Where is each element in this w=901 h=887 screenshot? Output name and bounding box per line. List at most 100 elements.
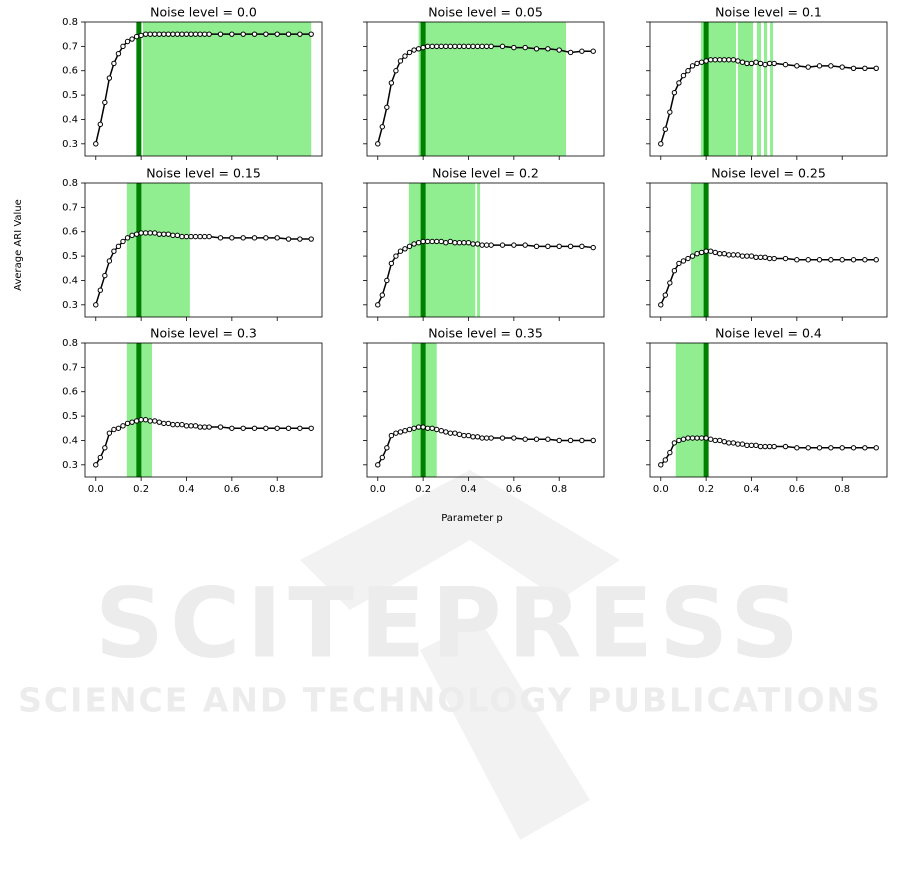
data-point bbox=[730, 440, 737, 446]
data-point bbox=[579, 48, 585, 54]
data-point bbox=[522, 44, 528, 51]
data-point bbox=[397, 248, 404, 254]
data-point bbox=[465, 43, 472, 50]
data-point bbox=[862, 65, 868, 71]
data-point bbox=[206, 424, 212, 430]
data-point bbox=[556, 243, 562, 250]
subplot: 0.0 0.2 0.4 0.6 0.8 Noise level = 0.35 bbox=[363, 326, 605, 495]
data-point bbox=[129, 232, 135, 239]
data-point bbox=[443, 43, 449, 50]
subplot: 0.0 0.2 0.4 0.6 0.8 Noise level = 0.4 bbox=[646, 326, 888, 495]
data-point bbox=[465, 239, 472, 246]
data-point bbox=[406, 426, 413, 433]
highlight-span bbox=[737, 22, 754, 156]
data-point bbox=[217, 31, 224, 37]
data-point bbox=[415, 239, 422, 246]
data-point bbox=[685, 255, 691, 262]
data-point bbox=[703, 435, 709, 441]
data-point bbox=[828, 445, 834, 451]
data-point bbox=[771, 443, 777, 450]
data-point bbox=[739, 59, 746, 65]
data-point bbox=[263, 425, 269, 431]
data-point bbox=[850, 257, 857, 263]
axes-frame bbox=[649, 342, 888, 478]
data-point bbox=[384, 445, 390, 451]
data-point bbox=[579, 437, 585, 444]
data-point bbox=[434, 426, 440, 433]
data-point bbox=[680, 72, 687, 79]
data-point bbox=[499, 43, 506, 50]
data-point bbox=[393, 68, 399, 74]
data-point bbox=[375, 141, 381, 147]
data-point bbox=[379, 124, 386, 130]
data-point bbox=[730, 57, 737, 63]
data-point bbox=[676, 260, 682, 267]
data-point bbox=[183, 31, 190, 37]
data-point bbox=[782, 255, 789, 262]
data-point bbox=[156, 231, 162, 237]
data-point bbox=[120, 423, 126, 429]
data-point bbox=[206, 31, 212, 37]
data-point bbox=[533, 243, 540, 250]
axes-frame bbox=[649, 21, 888, 157]
data-point bbox=[748, 60, 755, 67]
data-point bbox=[415, 46, 422, 52]
data-point bbox=[142, 31, 149, 37]
data-point bbox=[217, 235, 224, 241]
data-point bbox=[712, 437, 718, 444]
data-point bbox=[206, 233, 212, 240]
data-point bbox=[411, 47, 417, 53]
data-point bbox=[545, 436, 551, 442]
subplot-title: Noise level = 0.0 bbox=[150, 5, 257, 20]
y-tick-label: 0.6 bbox=[62, 227, 78, 238]
data-point bbox=[766, 60, 773, 67]
data-point bbox=[816, 445, 823, 451]
data-point bbox=[124, 235, 131, 241]
data-point bbox=[816, 257, 823, 263]
data-point bbox=[197, 233, 203, 240]
data-point bbox=[229, 235, 235, 241]
x-tick-label: 0.6 bbox=[789, 484, 805, 495]
subplot-title: Noise level = 0.25 bbox=[711, 166, 826, 181]
data-point bbox=[771, 60, 777, 67]
data-point bbox=[873, 65, 879, 71]
x-tick-label: 0.8 bbox=[834, 484, 850, 495]
data-point bbox=[873, 445, 879, 451]
y-tick-label: 0.5 bbox=[62, 411, 78, 422]
data-point bbox=[120, 43, 126, 50]
data-point bbox=[397, 58, 404, 64]
data-point bbox=[152, 418, 158, 424]
subplot: 0.3 0.4 0.5 0.6 0.7 0.8 Noise level = 0.15 bbox=[62, 166, 323, 321]
subplot-title: Noise level = 0.35 bbox=[428, 326, 543, 341]
data-point bbox=[274, 425, 280, 431]
data-point bbox=[379, 454, 386, 461]
data-point bbox=[161, 231, 167, 237]
data-point bbox=[680, 258, 687, 264]
data-point bbox=[712, 57, 718, 63]
data-point bbox=[782, 61, 789, 68]
x-tick-label: 0.0 bbox=[370, 484, 386, 495]
data-point bbox=[161, 31, 167, 37]
data-point bbox=[174, 31, 181, 37]
data-point bbox=[263, 235, 269, 241]
data-point bbox=[174, 232, 181, 239]
data-point bbox=[766, 255, 773, 262]
data-point bbox=[707, 248, 714, 254]
data-point bbox=[753, 59, 759, 65]
data-point bbox=[757, 443, 764, 450]
data-point bbox=[671, 89, 678, 96]
data-point bbox=[726, 252, 732, 258]
data-point bbox=[828, 257, 834, 263]
data-point bbox=[590, 244, 596, 251]
data-point bbox=[201, 233, 208, 240]
data-point bbox=[470, 241, 476, 247]
data-point bbox=[862, 257, 868, 263]
subplot-title: Noise level = 0.4 bbox=[715, 326, 822, 341]
data-point bbox=[590, 437, 596, 444]
data-point bbox=[676, 80, 682, 86]
data-point bbox=[179, 233, 185, 240]
data-point bbox=[120, 238, 126, 245]
data-point bbox=[766, 443, 773, 450]
series-line bbox=[660, 59, 877, 145]
data-point bbox=[685, 435, 691, 441]
